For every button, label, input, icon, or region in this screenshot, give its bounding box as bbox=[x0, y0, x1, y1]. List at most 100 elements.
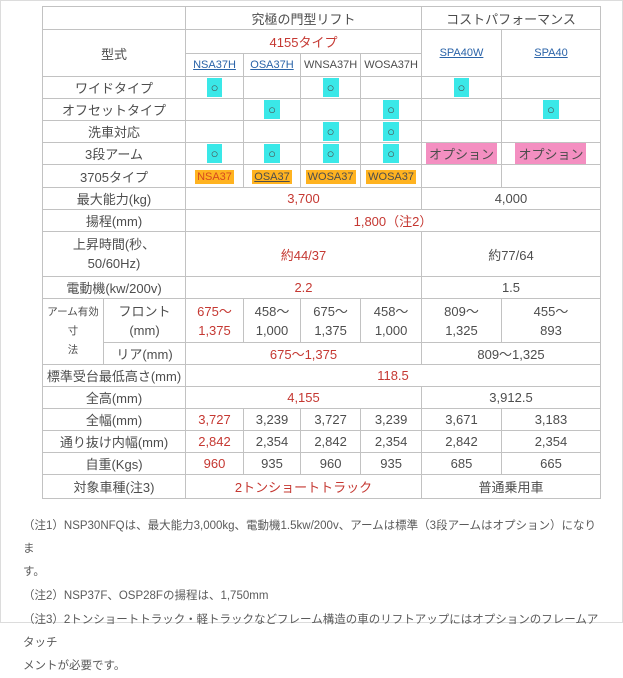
row-label-rise-time: 上昇時間(秒、 50/60Hz) bbox=[42, 231, 186, 277]
cell-arm3-c6: オプション bbox=[500, 142, 601, 165]
row-label-target-vehicle: 対象車種(注3) bbox=[42, 474, 186, 499]
cell-rise-time-left: 約44/37 bbox=[185, 231, 422, 277]
footnote-2: （注2）NSP37F、OSP28Fの揚程は、1,750mm bbox=[23, 590, 269, 602]
cell-front-c1: 675～ 1,375 bbox=[185, 298, 244, 343]
model-link-nsa37h[interactable]: NSA37H bbox=[193, 59, 236, 71]
series-4155-label: 4155タイプ bbox=[185, 29, 422, 54]
circle-mark: ○ bbox=[264, 100, 280, 119]
cell-wide-c5: ○ bbox=[420, 76, 502, 99]
circle-mark: ○ bbox=[322, 144, 339, 163]
group-header-row: 究極の門型リフト コストパフォーマンス bbox=[42, 6, 601, 30]
model-link-osa37h[interactable]: OSA37H bbox=[250, 59, 294, 71]
cell-inner-width-c2: 2,354 bbox=[243, 430, 301, 453]
row-label-capacity: 最大能力(kg) bbox=[42, 187, 186, 210]
row-overall-width: 全幅(mm) 3,727 3,239 3,727 3,239 3,671 3,1… bbox=[42, 408, 601, 431]
group-header-cost: コストパフォーマンス bbox=[420, 6, 601, 30]
cell-weight-c4: 935 bbox=[360, 452, 422, 475]
circle-mark: ○ bbox=[383, 122, 400, 141]
cell-height-left: 4,155 bbox=[185, 386, 422, 409]
cell-wash-c3: ○ bbox=[299, 120, 362, 143]
model-link-osa37[interactable]: OSA37 bbox=[252, 170, 292, 184]
cell-width-c3: 3,727 bbox=[299, 408, 362, 431]
row-label-wide-type: ワイドタイプ bbox=[42, 76, 186, 99]
row-capacity: 最大能力(kg) 3,700 4,000 bbox=[42, 187, 601, 210]
cell-inner-width-c3: 2,842 bbox=[299, 430, 362, 453]
row-label-arm-dimension: アーム有効寸 法 bbox=[42, 298, 104, 365]
cell-weight-c3: 960 bbox=[299, 452, 362, 475]
footnote-3: （注3）2トンショートトラック・軽トラックなどフレーム構造の車のリフトアップには… bbox=[23, 614, 599, 672]
cell-width-c2: 3,239 bbox=[243, 408, 301, 431]
cell-capacity-left: 3,700 bbox=[185, 187, 422, 210]
row-3705-type: 3705タイプ NSA37 OSA37 WOSA37 WOSA37 bbox=[42, 164, 601, 188]
cell-weight-c6: 665 bbox=[500, 452, 601, 475]
circle-mark: ○ bbox=[264, 144, 280, 163]
cell-3705-c4: WOSA37 bbox=[360, 164, 422, 188]
circle-mark: ○ bbox=[383, 100, 400, 119]
cell-3705-c3: WOSA37 bbox=[299, 164, 362, 188]
row-target-vehicle: 対象車種(注3) 2トンショートトラック 普通乗用車 bbox=[42, 474, 601, 499]
model-cell-wosa37h: WOSA37H bbox=[360, 53, 422, 77]
cell-weight-c5: 685 bbox=[420, 452, 502, 475]
cell-front-c3: 675～ 1,375 bbox=[299, 298, 362, 343]
cell-lift-height-all: 1,800（注2） bbox=[185, 209, 601, 232]
model-tag-nsa37: NSA37 bbox=[195, 170, 234, 184]
cell-wide-c4 bbox=[360, 76, 422, 99]
row-pad-height: 標準受台最低高さ(mm) 118.5 bbox=[42, 364, 601, 387]
cell-height-right: 3,912.5 bbox=[420, 386, 601, 409]
cell-rear-right: 809～1,325 bbox=[420, 342, 601, 365]
cell-weight-c1: 960 bbox=[185, 452, 244, 475]
cell-inner-width-c4: 2,354 bbox=[360, 430, 422, 453]
cell-inner-width-c6: 2,354 bbox=[500, 430, 601, 453]
row-arm-front: アーム有効寸 法 フロント (mm) 675～ 1,375 458～ 1,000… bbox=[42, 298, 601, 365]
cell-inner-width-c1: 2,842 bbox=[185, 430, 244, 453]
row-inner-width: 通り抜け内幅(mm) 2,842 2,354 2,842 2,354 2,842… bbox=[42, 430, 601, 453]
circle-mark: ○ bbox=[206, 78, 223, 97]
model-tag-wosa37: WOSA37 bbox=[366, 170, 417, 184]
cell-width-c5: 3,671 bbox=[420, 408, 502, 431]
footnotes: （注1）NSP30NFQは、最大能力3,000kg、電動機1.5kw/200v、… bbox=[23, 515, 605, 678]
cell-target-right: 普通乗用車 bbox=[420, 474, 601, 499]
cell-3705-c1: NSA37 bbox=[185, 164, 244, 188]
cell-rise-time-right: 約77/64 bbox=[420, 231, 601, 277]
cell-width-c1: 3,727 bbox=[185, 408, 244, 431]
cell-wash-c6 bbox=[500, 120, 601, 143]
cell-weight-c2: 935 bbox=[243, 452, 301, 475]
row-label-rear: リア(mm) bbox=[103, 342, 186, 365]
row-weight: 自重(Kgs) 960 935 960 935 685 665 bbox=[42, 452, 601, 475]
model-cell-wnsa37h: WNSA37H bbox=[299, 53, 362, 77]
model-row: NSA37H OSA37H WNSA37H WOSA37H bbox=[43, 53, 601, 77]
cell-offset-c5 bbox=[420, 98, 502, 121]
row-label-front: フロント (mm) bbox=[103, 298, 186, 343]
series-row: 型式 4155タイプ SPA40W SPA40 bbox=[42, 29, 601, 77]
row-arm-rear: リア(mm) 675～1,375 809～1,325 bbox=[43, 342, 601, 365]
corner-empty-cell bbox=[42, 6, 186, 30]
model-link-spa40[interactable]: SPA40 bbox=[534, 47, 568, 59]
row-wide-type: ワイドタイプ ○ ○ ○ bbox=[42, 76, 601, 99]
model-cell-nsa37h: NSA37H bbox=[185, 53, 244, 77]
row-motor: 電動機(kw/200v) 2.2 1.5 bbox=[42, 276, 601, 299]
cell-motor-right: 1.5 bbox=[420, 276, 601, 299]
cell-wide-c6 bbox=[500, 76, 601, 99]
row-label-wash: 洗車対応 bbox=[42, 120, 186, 143]
cell-front-c2: 458～ 1,000 bbox=[243, 298, 301, 343]
row-label-arm3: 3段アーム bbox=[42, 142, 186, 165]
type-row-label: 型式 bbox=[42, 29, 186, 77]
cell-rear-left: 675～1,375 bbox=[185, 342, 422, 365]
circle-mark: ○ bbox=[322, 122, 339, 141]
model-cell-spa40: SPA40 bbox=[500, 29, 601, 77]
circle-mark: ○ bbox=[543, 100, 559, 119]
cell-inner-width-c5: 2,842 bbox=[420, 430, 502, 453]
model-link-spa40w[interactable]: SPA40W bbox=[439, 47, 484, 59]
row-overall-height: 全高(mm) 4,155 3,912.5 bbox=[42, 386, 601, 409]
cell-wide-c2 bbox=[243, 76, 301, 99]
cell-front-c5: 809～ 1,325 bbox=[420, 298, 502, 343]
model-cell-spa40w: SPA40W bbox=[420, 29, 502, 77]
cell-front-c6: 455～ 893 bbox=[500, 298, 601, 343]
cell-wash-c1 bbox=[185, 120, 244, 143]
cell-offset-c3 bbox=[299, 98, 362, 121]
row-label-weight: 自重(Kgs) bbox=[42, 452, 186, 475]
cell-3705-c6 bbox=[500, 164, 601, 188]
cell-pad-height-all: 118.5 bbox=[185, 364, 601, 387]
cell-wash-c4: ○ bbox=[360, 120, 422, 143]
footnote-1: （注1）NSP30NFQは、最大能力3,000kg、電動機1.5kw/200v、… bbox=[23, 520, 597, 578]
